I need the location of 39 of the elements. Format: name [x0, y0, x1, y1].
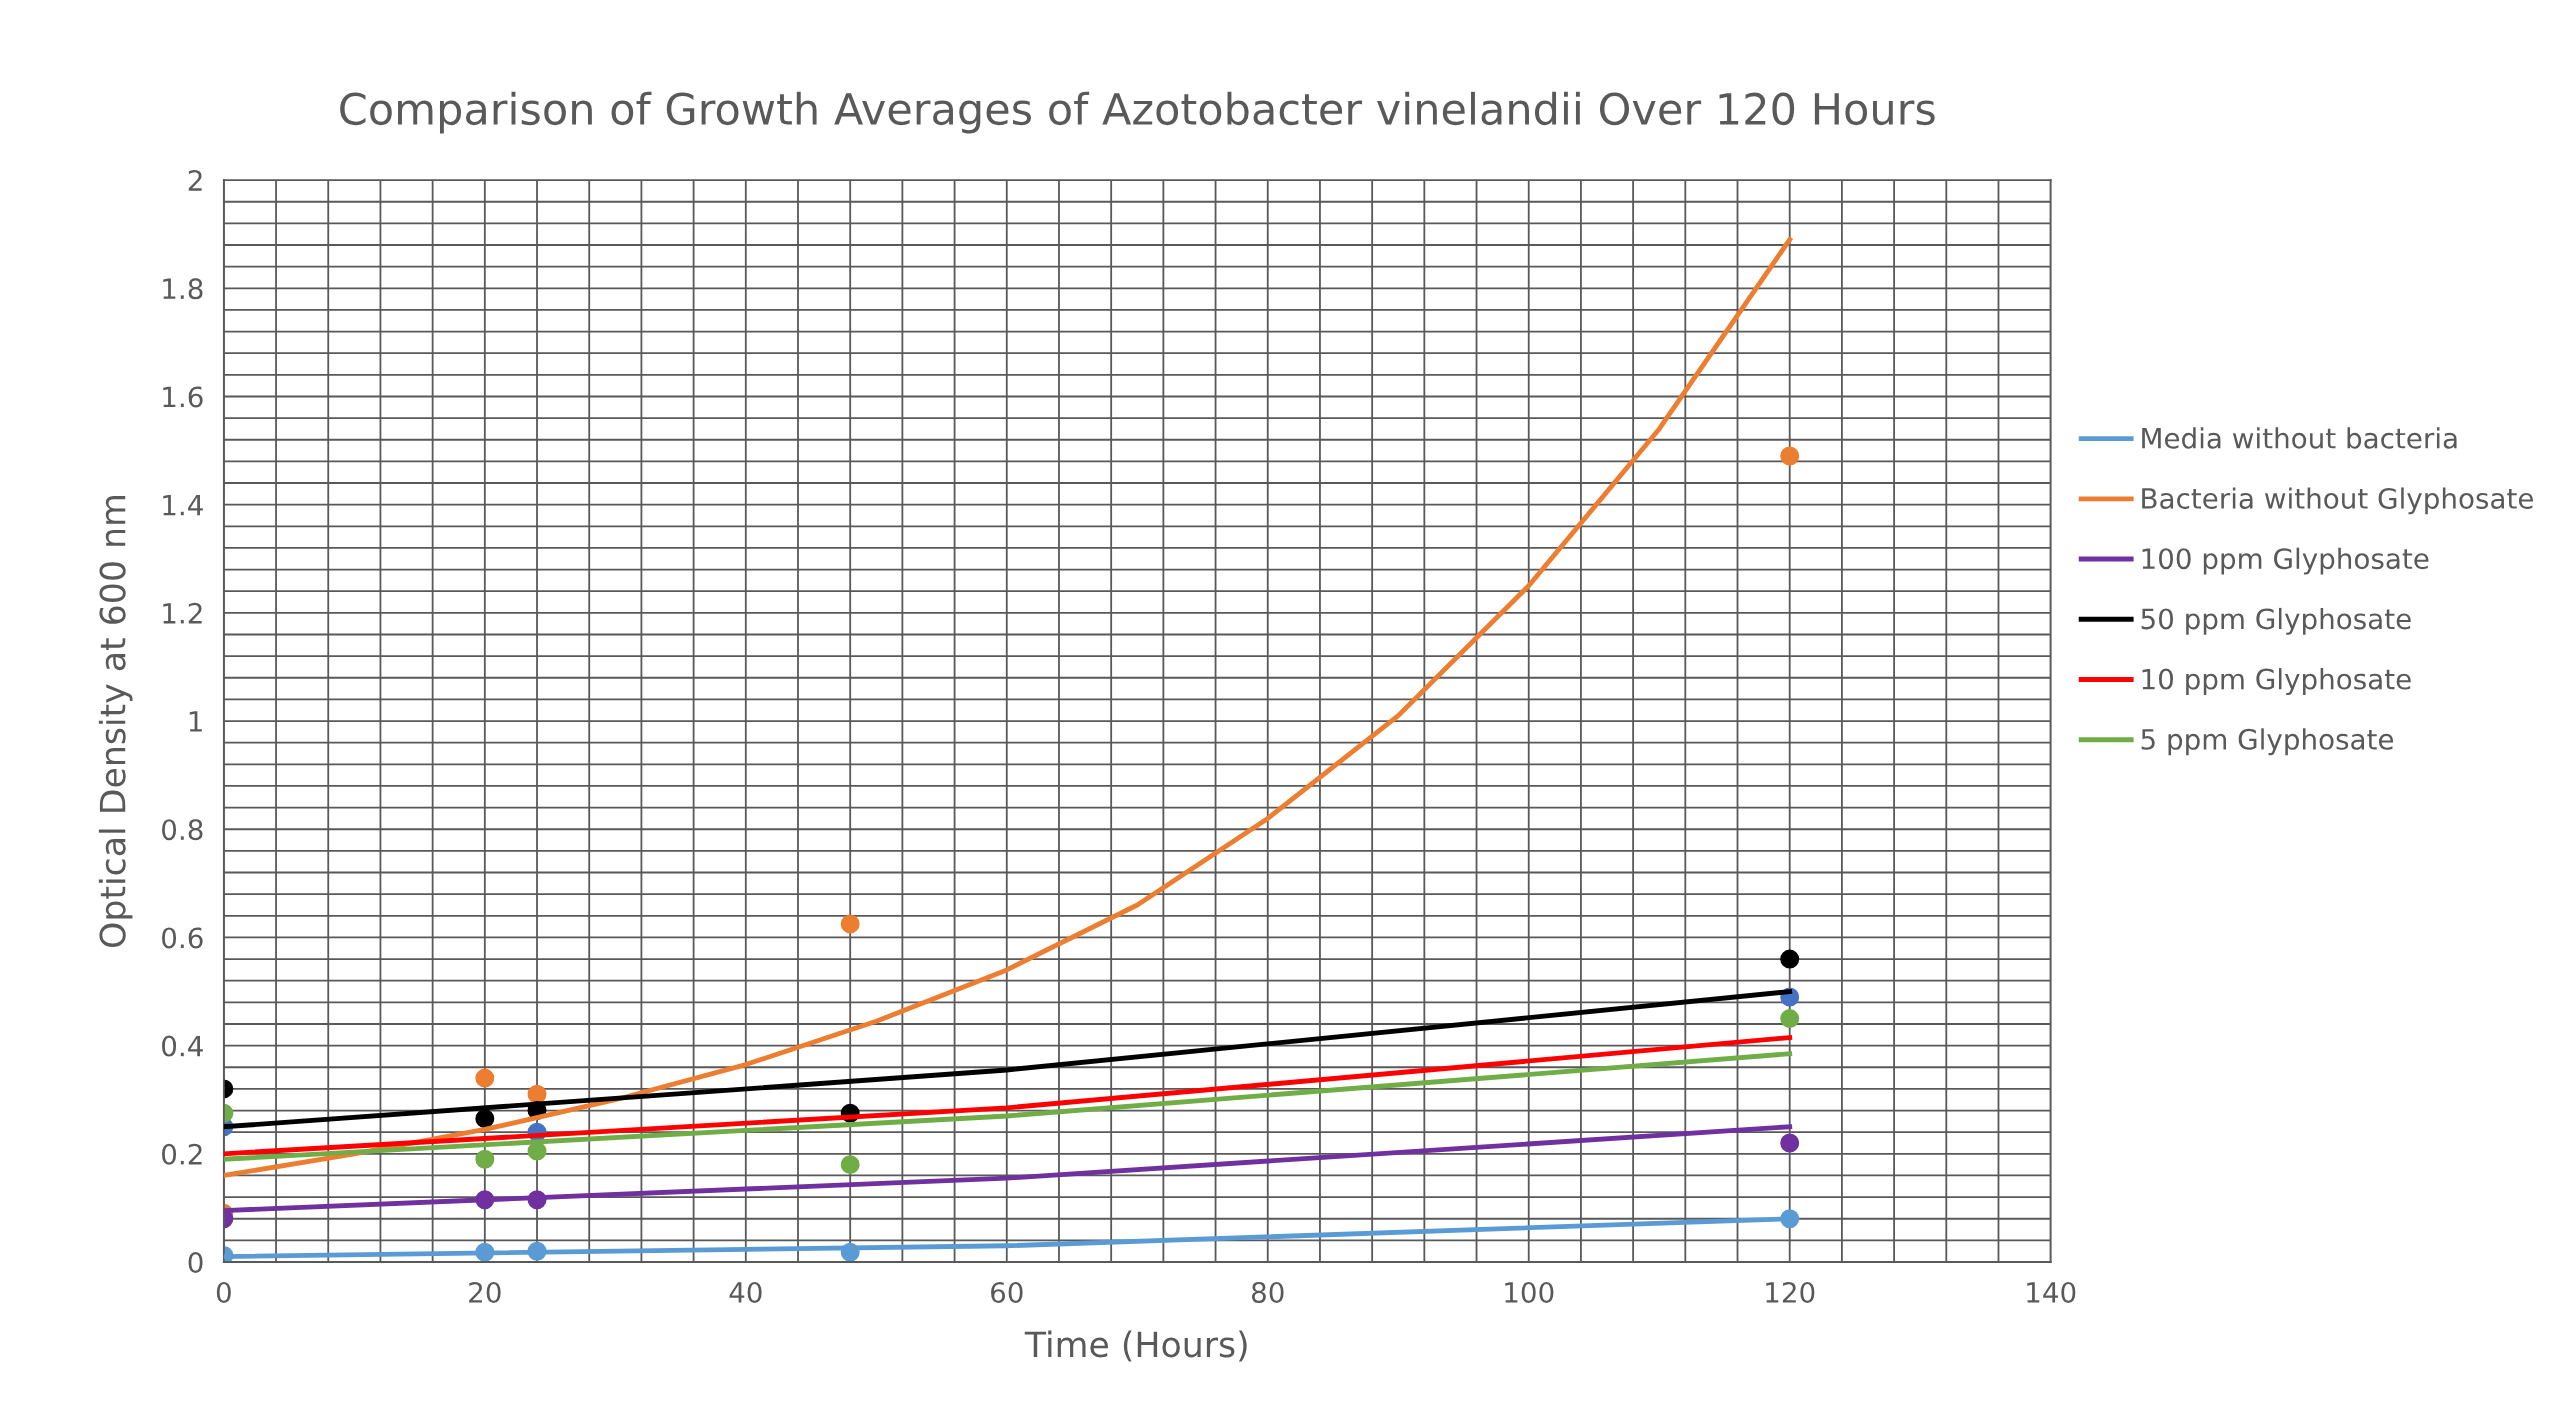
chart-title: Comparison of Growth Averages of Azotobacter vinelandii Over 120 Hours — [340, 91, 1935, 134]
point — [840, 914, 860, 934]
x-tick-label: 140 — [2027, 1281, 2076, 1303]
point — [475, 1109, 495, 1129]
point — [840, 1155, 860, 1175]
y-tick-label: 1.4 — [163, 494, 203, 516]
point — [475, 1149, 495, 1169]
legend-label: 5 ppm Glyphosate — [2141, 728, 2394, 756]
legend-label: 100 ppm Glyphosate — [2142, 547, 2429, 575]
y-tick-label: 1.2 — [163, 602, 202, 624]
y-tick-label: 1.8 — [163, 278, 203, 300]
y-tick-label: 0 — [188, 1251, 203, 1273]
point — [1780, 1009, 1800, 1029]
line-series — [223, 237, 1793, 1178]
x-tick-label: 40 — [729, 1281, 762, 1303]
x-tick-label: 0 — [216, 1281, 231, 1303]
legend-label: Media without bacteria — [2142, 427, 2457, 449]
x-tick-label: 120 — [1766, 1281, 1815, 1303]
x-axis-title: Time (Hours) — [1024, 1330, 1247, 1362]
point — [475, 1068, 495, 1088]
y-tick-label: 0.8 — [162, 819, 203, 841]
y-tick-label: 2 — [188, 170, 202, 191]
y-tick-label: 0.4 — [162, 1035, 203, 1057]
point — [527, 1084, 547, 1104]
x-tick-label: 20 — [469, 1281, 501, 1303]
x-tick-label: 60 — [991, 1281, 1023, 1303]
point — [1780, 446, 1800, 466]
point — [1780, 1133, 1800, 1153]
point — [1780, 949, 1800, 969]
legend-label: 50 ppm Glyphosate — [2141, 607, 2411, 635]
legend-label: Bacteria without Glyphosate — [2142, 487, 2533, 515]
y-tick-label: 0.6 — [162, 927, 203, 949]
y-tick-label: 1 — [189, 711, 202, 732]
x-tick-label: 100 — [1505, 1281, 1554, 1303]
y-tick-label: 1.6 — [163, 386, 203, 408]
legend-label: 10 ppm Glyphosate — [2142, 668, 2411, 695]
y-axis-title: Optical Density at 600 nm — [98, 496, 133, 947]
y-tick-label: 0.2 — [162, 1143, 202, 1165]
x-tick-label: 80 — [1251, 1281, 1284, 1303]
